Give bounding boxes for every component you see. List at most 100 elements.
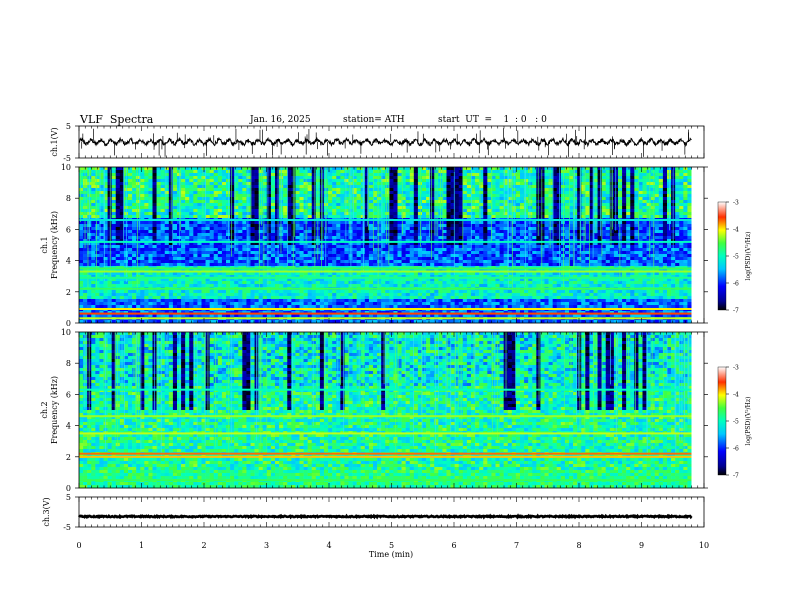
spectrogram-cell: [454, 182, 460, 186]
spectrogram-cell: [295, 224, 300, 228]
spectrogram-cell: [458, 179, 464, 183]
spectrogram-cell: [270, 230, 276, 234]
spectrogram-cell: [352, 179, 357, 183]
spectrogram-cell: [397, 233, 402, 237]
spectrogram-cell: [340, 278, 345, 282]
spectrogram-cell: [242, 206, 247, 210]
spectrogram-cell: [275, 197, 280, 201]
spectrogram-cell: [381, 188, 386, 192]
spectrogram-cell: [226, 299, 231, 303]
spectrogram-cell: [385, 236, 390, 240]
spectrogram-cell: [164, 221, 170, 225]
spectrogram-cell: [238, 170, 243, 174]
spectrogram-cell: [177, 239, 182, 243]
spectrogram-cell: [275, 305, 280, 309]
spectrogram-cell: [295, 290, 300, 294]
spectrogram-cell: [336, 176, 341, 180]
spectrogram-cell: [299, 275, 304, 279]
spectrogram-cell: [83, 299, 88, 303]
spectrogram-cell: [377, 281, 382, 285]
spectrogram-cell: [172, 221, 178, 225]
spectrogram-cell: [91, 293, 96, 297]
spectrogram-cell: [168, 248, 174, 252]
spectrogram-cell: [177, 212, 182, 216]
spectrogram-cell: [156, 296, 161, 300]
spectrogram-cell: [144, 191, 149, 195]
spectrogram-cell: [226, 215, 231, 219]
spectrogram-cell: [295, 203, 300, 207]
spectrogram-cell: [250, 296, 255, 300]
spectrogram-cell: [270, 302, 276, 306]
spectrogram-cell: [307, 194, 313, 198]
spectrogram-cell: [426, 200, 431, 204]
chart-title: VLF Spectra: [80, 113, 154, 126]
spectrogram-cell: [148, 284, 153, 288]
spectrogram-cell: [417, 281, 423, 285]
spectrogram-cell: [409, 263, 415, 267]
spectrogram-cell: [91, 302, 96, 306]
spectrogram-cell: [319, 320, 325, 324]
spectrogram-cell: [262, 206, 268, 210]
spectrogram-cell: [397, 221, 402, 225]
spectrogram-cell: [136, 251, 141, 255]
spectrogram-cell: [128, 278, 133, 282]
spectrogram-cell: [148, 257, 153, 261]
spectrogram-cell: [181, 275, 186, 279]
spectrogram-cell: [193, 239, 198, 243]
spectrogram-cell: [136, 254, 141, 258]
spectrogram-cell: [242, 293, 247, 297]
spectrogram-cell: [344, 221, 349, 225]
spectrogram-cell: [83, 296, 88, 300]
spectrogram-cell: [344, 314, 349, 318]
spectrogram-cell: [99, 263, 104, 267]
spectrogram-cell: [356, 200, 362, 204]
spectrogram-cell: [385, 179, 390, 183]
spectrogram-cell: [352, 254, 357, 258]
spectrogram-cell: [401, 314, 406, 318]
spectrogram-cell: [287, 206, 292, 210]
spectrogram-cell: [364, 200, 370, 204]
spectrogram-cell: [119, 170, 125, 174]
spectrogram-cell: [197, 305, 202, 309]
spectrogram-cell: [103, 305, 108, 309]
start-time-label: start UT = 1 : 0 : 0: [438, 115, 547, 125]
spectrogram-cell: [442, 215, 447, 219]
spectrogram-cell: [434, 194, 439, 198]
spectrogram-cell: [103, 191, 108, 195]
spectrogram-cell: [385, 293, 390, 297]
spectrogram-cell: [287, 248, 292, 252]
spectrogram-cell: [401, 173, 406, 177]
spectrogram-cell: [397, 320, 402, 324]
spectrogram-cell: [144, 170, 149, 174]
spectrogram-cell: [315, 314, 321, 318]
ch1-spectrogram-image: [79, 167, 704, 324]
spectrogram-cell: [197, 320, 202, 324]
spectrogram-cell: [168, 290, 174, 294]
spectrogram-cell: [197, 170, 202, 174]
spectrogram-cell: [324, 320, 329, 324]
spectrogram-cell: [189, 203, 194, 207]
spectrogram-cell: [434, 200, 439, 204]
spectrogram-cell: [111, 203, 117, 207]
spectrogram-cell: [426, 248, 431, 252]
spectrogram-cell: [426, 263, 431, 267]
spectrogram-cell: [213, 209, 219, 213]
spectrogram-cell: [454, 203, 460, 207]
spectrogram-cell: [303, 296, 308, 300]
spectrogram-cell: [434, 251, 439, 255]
spectrogram-cell: [160, 305, 166, 309]
spectrogram-cell: [111, 236, 117, 240]
spectrogram-cell: [189, 239, 194, 243]
spectrogram-cell: [266, 239, 272, 243]
spectrogram-cell: [311, 191, 317, 195]
spectrogram-cell: [364, 194, 370, 198]
spectrogram-cell: [389, 206, 394, 210]
spectrogram-cell: [234, 188, 239, 192]
spectrogram-cell: [340, 170, 345, 174]
spectrogram-cell: [442, 173, 447, 177]
spectrogram-cell: [213, 221, 219, 225]
spectrogram-cell: [332, 290, 337, 294]
spectrogram-cell: [246, 242, 251, 246]
spectrogram-cell: [458, 245, 464, 249]
spectrogram-cell: [107, 212, 112, 216]
